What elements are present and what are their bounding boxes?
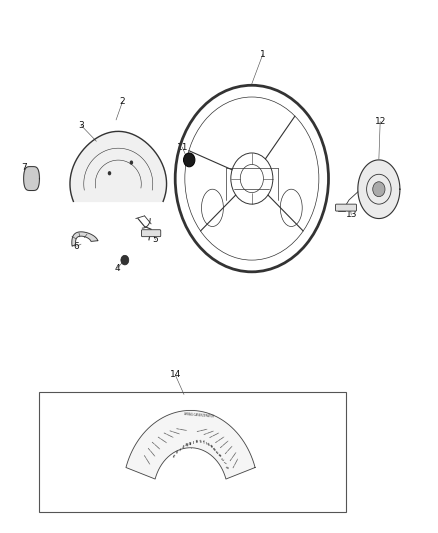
Text: C: C [221,457,226,462]
Text: H: H [210,445,215,449]
Text: S: S [175,450,178,455]
Text: W: W [185,443,189,448]
Text: 5: 5 [152,236,159,244]
Polygon shape [70,131,166,201]
Text: ━━━━━━: ━━━━━━ [162,431,173,440]
Polygon shape [126,410,255,479]
Circle shape [130,160,133,165]
Text: ━━━━━━: ━━━━━━ [155,435,166,445]
Text: R: R [213,447,217,452]
Text: H: H [195,440,198,445]
Text: ━━━━━━: ━━━━━━ [215,435,226,445]
Text: ━━━━━━: ━━━━━━ [220,440,230,450]
Text: 3: 3 [78,121,84,130]
Polygon shape [24,167,39,190]
Text: E: E [208,443,211,447]
Text: I: I [224,462,228,465]
Text: I: I [205,441,208,446]
Text: E: E [171,454,175,458]
Text: ━━━━━━: ━━━━━━ [209,432,220,440]
Text: 2: 2 [120,97,125,106]
Text: ━━━━━━: ━━━━━━ [141,454,150,465]
Circle shape [121,255,129,265]
Text: N: N [189,442,191,446]
Text: 4: 4 [115,264,120,272]
Text: T: T [202,440,205,445]
Text: E: E [182,445,185,450]
Text: ━━━━━━: ━━━━━━ [169,429,180,435]
Text: ━━━━━━: ━━━━━━ [225,445,235,456]
Text: ━━━━━━: ━━━━━━ [150,440,161,450]
Text: 7: 7 [21,164,27,172]
Polygon shape [72,232,98,246]
FancyBboxPatch shape [141,230,161,237]
Text: S: S [199,440,201,445]
Circle shape [373,182,385,197]
FancyBboxPatch shape [336,204,357,211]
Text: 13: 13 [346,211,357,219]
Text: ━━━━━━: ━━━━━━ [197,427,208,434]
Text: 11: 11 [177,143,188,151]
Text: ━━━━━━: ━━━━━━ [145,447,155,457]
Text: ━━━━━━: ━━━━━━ [176,427,187,433]
Text: H: H [219,454,223,458]
Text: ━━━━━━: ━━━━━━ [229,451,238,462]
Polygon shape [358,160,400,219]
Text: I: I [179,448,181,452]
Text: ━━━━━━: ━━━━━━ [203,429,214,437]
Text: 1: 1 [260,50,266,59]
Circle shape [108,171,111,175]
Text: 6: 6 [74,242,80,251]
Circle shape [184,153,195,167]
Text: I: I [193,441,194,445]
Text: E: E [216,450,220,455]
Bar [39,392,346,512]
Text: S: S [226,466,231,470]
Text: 14: 14 [170,370,181,379]
Text: ━━━━━━: ━━━━━━ [233,457,241,469]
Text: 12: 12 [374,117,386,126]
Text: AIRBAG-GASERZERATOR: AIRBAG-GASERZERATOR [184,413,215,419]
